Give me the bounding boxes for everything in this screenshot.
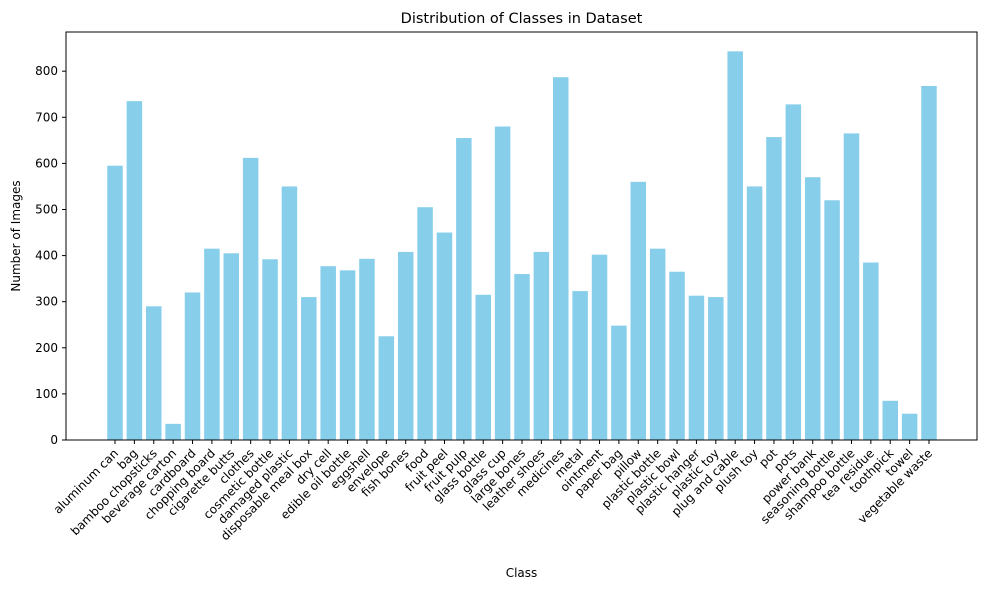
bar bbox=[863, 262, 879, 440]
y-axis-ticks: 0 100 200 300 400 500 600 700 800 bbox=[35, 64, 66, 447]
y-tick-label: 700 bbox=[35, 110, 58, 124]
bar bbox=[766, 137, 782, 441]
bar bbox=[611, 325, 627, 440]
bar bbox=[785, 104, 802, 440]
bars-layer bbox=[107, 51, 937, 441]
y-tick-label: 300 bbox=[35, 295, 58, 309]
bar bbox=[708, 297, 724, 440]
bar bbox=[126, 101, 143, 441]
bar bbox=[901, 413, 918, 440]
bar bbox=[553, 77, 569, 441]
bar bbox=[533, 251, 550, 440]
bar bbox=[301, 297, 317, 440]
bar bbox=[456, 138, 472, 440]
bar bbox=[572, 291, 588, 440]
bar bbox=[630, 181, 647, 440]
bar bbox=[824, 200, 840, 440]
bar bbox=[165, 423, 181, 440]
bar bbox=[262, 259, 278, 440]
y-tick-label: 400 bbox=[35, 249, 58, 263]
bar bbox=[146, 306, 162, 440]
y-tick-label: 600 bbox=[35, 156, 58, 170]
y-tick-label: 800 bbox=[35, 64, 58, 78]
chart-title: Distribution of Classes in Dataset bbox=[401, 11, 643, 27]
bar bbox=[184, 292, 201, 440]
bar bbox=[397, 251, 414, 440]
bar bbox=[204, 248, 220, 440]
bar bbox=[107, 165, 123, 440]
y-tick-label: 100 bbox=[35, 387, 58, 401]
bar bbox=[242, 157, 259, 441]
bar bbox=[417, 207, 433, 440]
bar bbox=[359, 258, 375, 440]
y-tick-label: 0 bbox=[50, 433, 58, 447]
bar bbox=[746, 186, 763, 440]
bar bbox=[688, 295, 705, 440]
bar bbox=[320, 266, 336, 440]
bar bbox=[649, 248, 666, 440]
y-axis-label: Number of Images bbox=[9, 180, 23, 291]
bar bbox=[921, 85, 937, 440]
bar bbox=[804, 177, 821, 440]
bar bbox=[339, 270, 356, 440]
bar bbox=[514, 274, 530, 440]
bar bbox=[591, 254, 608, 440]
bar bbox=[436, 232, 453, 440]
bar bbox=[882, 400, 898, 440]
y-tick-label: 500 bbox=[35, 202, 58, 216]
bar bbox=[727, 51, 743, 441]
y-tick-label: 200 bbox=[35, 341, 58, 355]
bar bbox=[281, 186, 298, 440]
bar bbox=[843, 133, 860, 441]
x-axis-label: Class bbox=[506, 566, 538, 580]
plot-frame bbox=[65, 31, 978, 441]
bar bbox=[378, 336, 395, 440]
bar bbox=[669, 271, 685, 440]
bar bbox=[475, 294, 491, 440]
bar bbox=[223, 253, 240, 440]
bar bbox=[494, 126, 511, 440]
